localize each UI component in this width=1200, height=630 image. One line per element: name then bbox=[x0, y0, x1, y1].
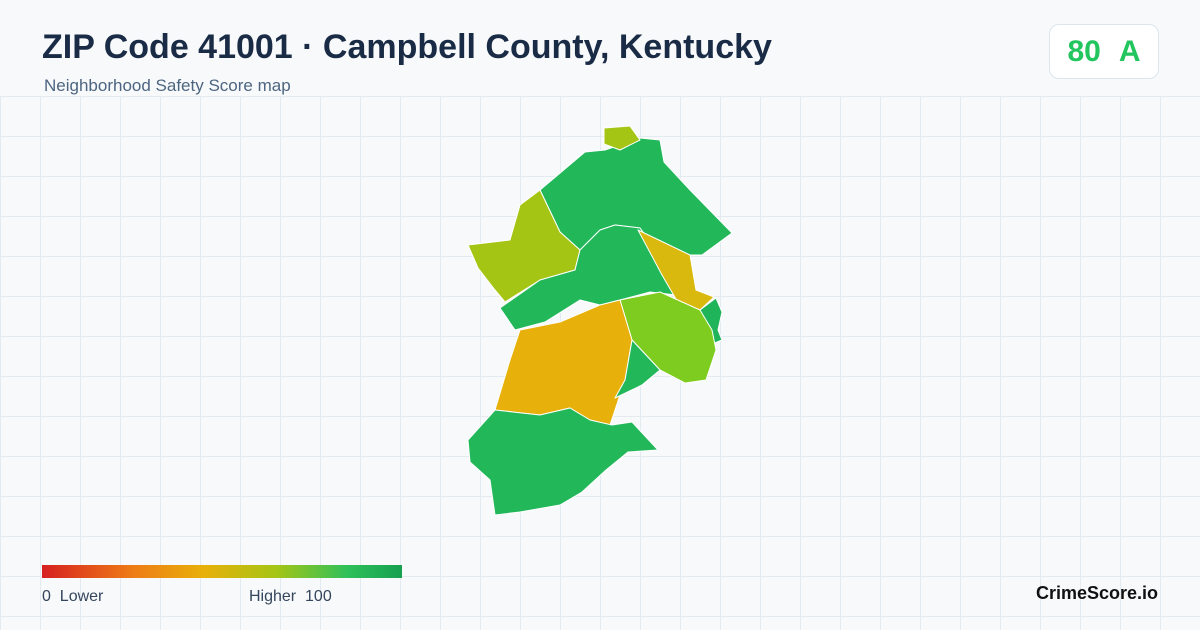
region bbox=[603, 125, 641, 151]
score-grade: A bbox=[1118, 34, 1141, 68]
score-value: 80 bbox=[1067, 34, 1101, 68]
legend-max-label: Higher bbox=[249, 588, 297, 605]
legend-min-value: 0 bbox=[42, 588, 51, 605]
legend-min-label: Lower bbox=[59, 588, 104, 605]
legend-max: Higher 100 bbox=[249, 588, 332, 606]
score-badge: 80 A bbox=[1049, 24, 1159, 79]
subtitle: Neighborhood Safety Score map bbox=[44, 76, 291, 95]
legend-min: 0 Lower bbox=[42, 588, 103, 606]
legend-gradient bbox=[42, 565, 402, 578]
region bbox=[467, 407, 659, 516]
brand: CrimeScore.io bbox=[1035, 583, 1158, 603]
legend-max-value: 100 bbox=[305, 588, 332, 605]
region bbox=[614, 339, 661, 399]
region bbox=[637, 229, 715, 311]
title: ZIP Code 41001 · Campbell County, Kentuc… bbox=[42, 28, 772, 66]
